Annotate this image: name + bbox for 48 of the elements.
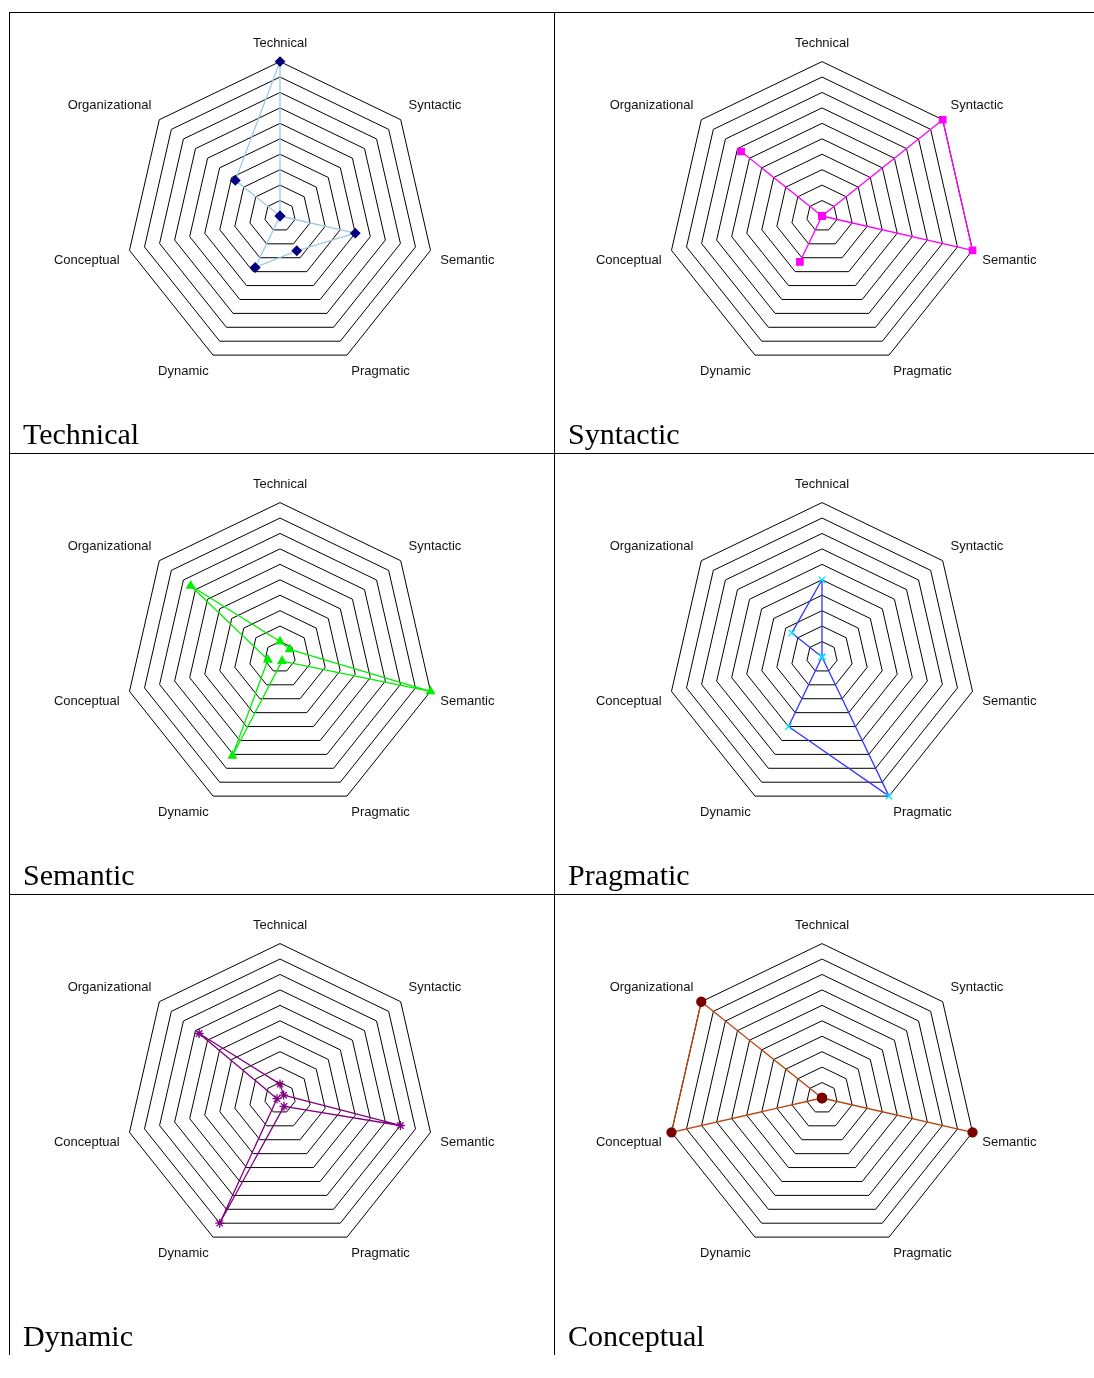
spoke-label: Dynamic bbox=[700, 363, 752, 379]
spoke-label: Syntactic bbox=[950, 538, 1004, 554]
spoke-label: Pragmatic bbox=[351, 804, 411, 820]
spoke-label: Conceptual bbox=[53, 692, 120, 708]
spoke-label: Technical bbox=[794, 476, 850, 492]
spoke-label: Technical bbox=[252, 917, 308, 933]
spoke-label: Semantic bbox=[440, 251, 495, 267]
spoke-label: Dynamic bbox=[158, 1245, 210, 1261]
spoke-label: Conceptual bbox=[595, 692, 662, 708]
spoke-label: Pragmatic bbox=[893, 363, 953, 379]
spoke-label: Pragmatic bbox=[351, 1245, 411, 1261]
text: Dynamic bbox=[23, 1319, 133, 1353]
spoke-label: Organizational bbox=[609, 538, 694, 554]
spoke-label: Semantic bbox=[982, 251, 1037, 267]
spoke-label: Organizational bbox=[609, 97, 694, 113]
spoke-label: Semantic bbox=[982, 1133, 1037, 1149]
text: Technical bbox=[23, 417, 140, 451]
text: Syntactic bbox=[568, 417, 680, 451]
spoke-label: Conceptual bbox=[595, 1133, 662, 1149]
spoke-label: Conceptual bbox=[595, 251, 662, 267]
spoke-label: Conceptual bbox=[53, 1133, 120, 1149]
text: Semantic bbox=[23, 858, 135, 892]
spoke-label: Syntactic bbox=[950, 979, 1004, 995]
spoke-label: Syntactic bbox=[408, 538, 462, 554]
spoke-label: Dynamic bbox=[158, 804, 210, 820]
spoke-label: Syntactic bbox=[408, 979, 462, 995]
spoke-label: Semantic bbox=[982, 692, 1037, 708]
spoke-label: Technical bbox=[252, 35, 308, 51]
spoke-label: Organizational bbox=[67, 979, 152, 995]
spoke-label: Semantic bbox=[440, 692, 495, 708]
spoke-label: Organizational bbox=[67, 538, 152, 554]
spoke-label: Technical bbox=[794, 35, 850, 51]
spoke-label: Technical bbox=[794, 917, 850, 933]
spoke-label: Pragmatic bbox=[351, 363, 411, 379]
text: Conceptual bbox=[568, 1319, 705, 1353]
spoke-label: Technical bbox=[252, 476, 308, 492]
spoke-label: Conceptual bbox=[53, 251, 120, 267]
spoke-label: Semantic bbox=[440, 1133, 495, 1149]
spoke-label: Organizational bbox=[67, 97, 152, 113]
spoke-label: Organizational bbox=[609, 979, 694, 995]
spoke-label: Pragmatic bbox=[893, 1245, 953, 1261]
spoke-label: Pragmatic bbox=[893, 804, 953, 820]
spoke-label: Dynamic bbox=[700, 1245, 752, 1261]
text: Pragmatic bbox=[568, 858, 690, 892]
spoke-label: Dynamic bbox=[700, 804, 752, 820]
spoke-label: Dynamic bbox=[158, 363, 210, 379]
spoke-label: Syntactic bbox=[408, 97, 462, 113]
spoke-label: Syntactic bbox=[950, 97, 1004, 113]
